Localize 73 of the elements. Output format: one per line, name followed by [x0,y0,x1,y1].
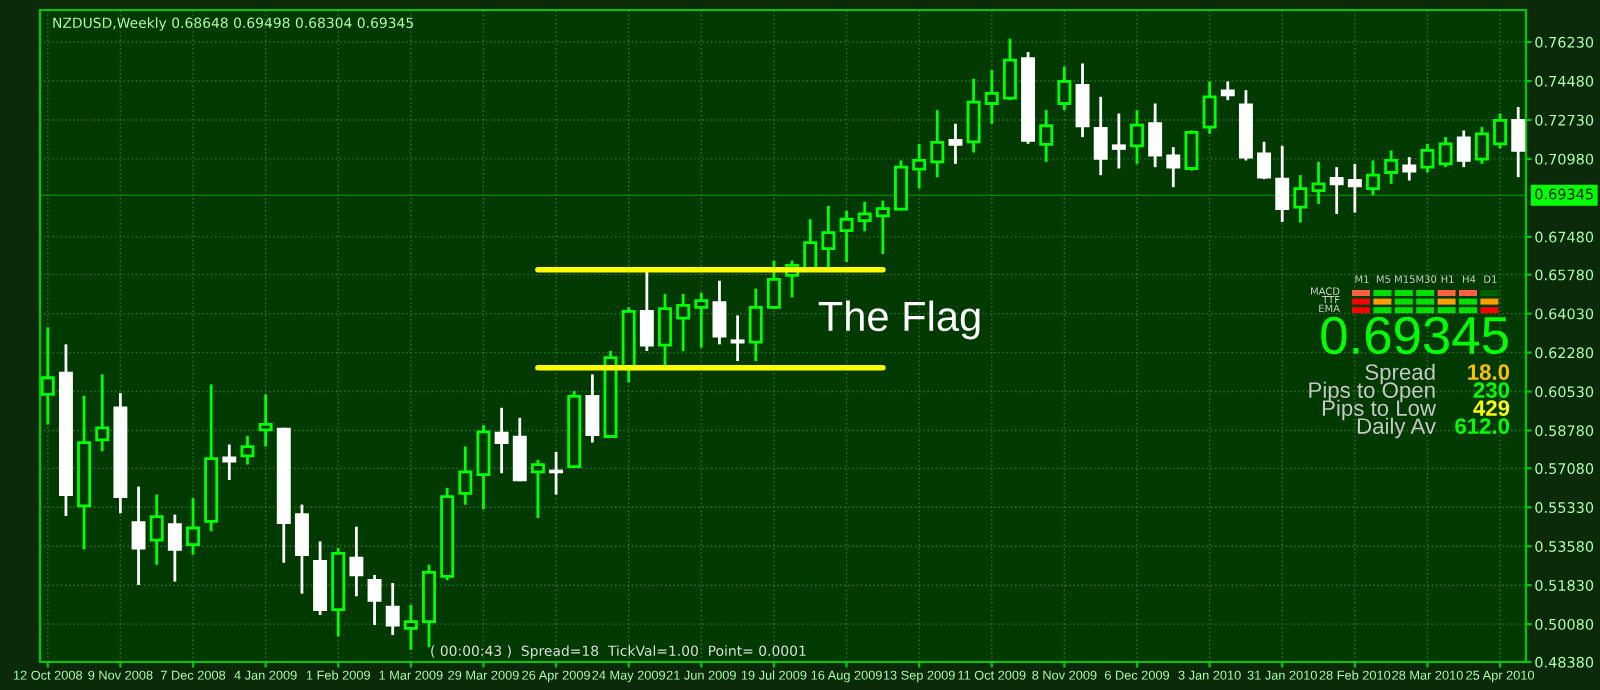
candlestick [494,406,509,475]
candlestick [1111,112,1126,170]
candlestick [1002,37,1017,102]
candlestick [530,458,545,520]
candlestick [458,445,473,507]
candlestick [385,581,400,637]
candlestick [1220,80,1235,102]
candlestick [349,525,364,598]
candlestick [1474,125,1489,166]
candlestick [821,204,836,269]
candlestick [131,485,146,587]
candlestick [1456,129,1471,169]
candlestick [1057,65,1072,112]
candlestick [1257,140,1272,181]
candlestick [549,450,564,496]
candlestick [676,292,691,353]
candlestick [240,434,255,466]
annotation: Daily Av [1357,417,1436,439]
candlestick [912,142,927,190]
candlestick [894,159,908,212]
candlestick [658,292,672,368]
candlestick [1148,102,1163,169]
candlestick [186,496,200,557]
candlestick [948,122,963,166]
annotation: The Flag [818,300,980,340]
candlestick [930,108,945,179]
candlestick [1075,62,1090,139]
candlestick [1093,95,1108,177]
candlestick [1438,135,1453,169]
candlestick [857,200,872,233]
candlestick [1493,112,1508,150]
candlestick [403,603,418,652]
candlestick [512,416,527,483]
candlestick [730,314,745,363]
candlestick [748,287,763,363]
annotation: 18.0 [1468,364,1510,380]
annotation: 0.69345 [1321,316,1508,355]
candlestick [966,77,981,154]
candlestick [1275,144,1290,224]
candlestick [875,199,890,256]
candlestick [367,573,382,627]
annotation: Pips to Open [1309,381,1435,403]
candlestick [167,513,182,584]
candlestick [222,443,237,482]
candlestick [1202,80,1217,136]
annotation: Spread [1365,363,1435,385]
candlestick [95,373,110,453]
candlestick [1347,162,1362,214]
candlestick [294,503,309,596]
candlestick [694,291,709,350]
candlestick [766,259,781,311]
candlestick [1329,165,1344,216]
candlestick [149,493,164,567]
annotation: 612.0 [1455,418,1510,434]
candlestick [1166,145,1181,189]
candlestick [1402,155,1417,182]
candlestick [1384,149,1399,186]
candlestick [1184,129,1199,172]
candlestick [1039,108,1054,164]
candlestick [712,279,727,346]
annotation: 429 [1473,400,1510,416]
candlestick [639,269,654,353]
candlestick [585,373,600,444]
candlestick [258,393,273,448]
candlestick [1366,159,1380,197]
annotation: 230 [1473,382,1510,398]
candlestick [1420,142,1435,174]
candlestick [476,423,491,511]
candlestick [1311,160,1326,206]
candlestick [1293,173,1308,224]
candlestick [984,68,999,126]
candlestick [1130,108,1144,166]
candlestick [839,209,854,264]
